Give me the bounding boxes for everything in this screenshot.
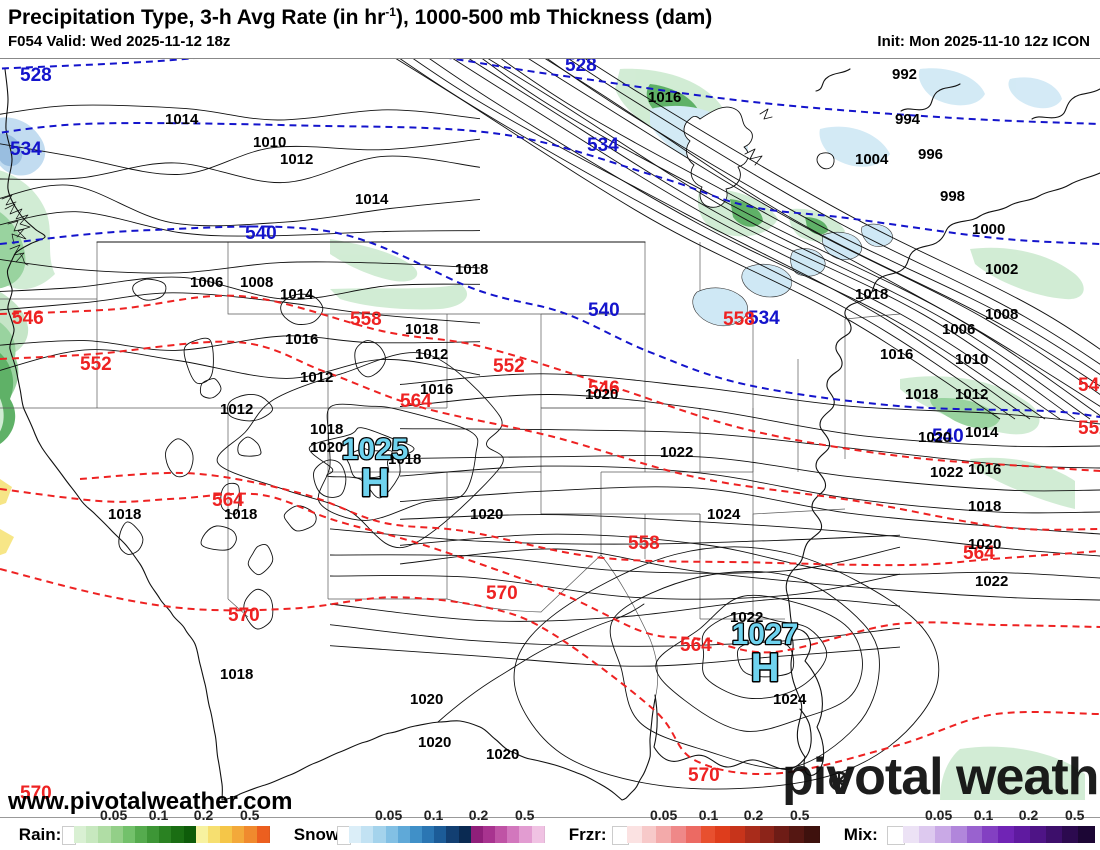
svg-text:1020: 1020 <box>470 506 503 523</box>
svg-text:998: 998 <box>940 188 965 205</box>
svg-text:1016: 1016 <box>285 331 318 348</box>
svg-text:1016: 1016 <box>880 346 913 363</box>
svg-text:1018: 1018 <box>108 506 141 523</box>
svg-text:564: 564 <box>680 635 712 656</box>
svg-text:1018: 1018 <box>455 261 488 278</box>
svg-text:558: 558 <box>350 309 382 330</box>
svg-text:1012: 1012 <box>280 151 313 168</box>
svg-text:1012: 1012 <box>220 401 253 418</box>
svg-text:1020: 1020 <box>310 439 343 456</box>
svg-text:1020: 1020 <box>486 746 519 763</box>
svg-text:528: 528 <box>565 59 597 76</box>
svg-text:1018: 1018 <box>310 421 343 438</box>
svg-text:994: 994 <box>895 111 921 128</box>
svg-text:1014: 1014 <box>280 286 314 303</box>
svg-text:1020: 1020 <box>585 386 618 403</box>
svg-text:1018: 1018 <box>968 498 1001 515</box>
svg-text:558: 558 <box>723 309 755 330</box>
svg-text:pivotal weather: pivotal weather <box>782 748 1100 806</box>
svg-text:1020: 1020 <box>418 734 451 751</box>
svg-text:1008: 1008 <box>985 306 1018 323</box>
svg-text:540: 540 <box>588 300 620 321</box>
svg-text:552: 552 <box>80 354 112 375</box>
svg-text:1024: 1024 <box>707 506 741 523</box>
svg-text:1022: 1022 <box>660 444 693 461</box>
svg-text:534: 534 <box>587 135 619 156</box>
svg-text:1016: 1016 <box>968 461 1001 478</box>
svg-text:558: 558 <box>628 533 660 554</box>
svg-text:1014: 1014 <box>165 111 199 128</box>
svg-text:1012: 1012 <box>300 369 333 386</box>
svg-text:534: 534 <box>10 139 42 160</box>
svg-text:1020: 1020 <box>918 429 951 446</box>
svg-text:996: 996 <box>918 146 943 163</box>
svg-text:1016: 1016 <box>648 89 681 106</box>
svg-text:1024: 1024 <box>773 691 807 708</box>
svg-text:1016: 1016 <box>420 381 453 398</box>
svg-text:1020: 1020 <box>410 691 443 708</box>
svg-text:1012: 1012 <box>415 346 448 363</box>
svg-text:1018: 1018 <box>220 666 253 683</box>
svg-text:1004: 1004 <box>855 151 889 168</box>
svg-text:546: 546 <box>1078 375 1100 396</box>
svg-text:1006: 1006 <box>190 274 223 291</box>
svg-text:1018: 1018 <box>224 506 257 523</box>
svg-text:570: 570 <box>688 765 720 786</box>
svg-text:1020: 1020 <box>968 536 1001 553</box>
svg-text:992: 992 <box>892 66 917 83</box>
svg-text:1018: 1018 <box>405 321 438 338</box>
svg-text:1022: 1022 <box>975 573 1008 590</box>
svg-text:1006: 1006 <box>942 321 975 338</box>
svg-text:570: 570 <box>228 605 260 626</box>
svg-text:1010: 1010 <box>253 134 286 151</box>
svg-text:1008: 1008 <box>240 274 273 291</box>
svg-text:1000: 1000 <box>972 221 1005 238</box>
svg-text:546: 546 <box>12 308 44 329</box>
svg-text:1002: 1002 <box>985 261 1018 278</box>
svg-text:1018: 1018 <box>855 286 888 303</box>
svg-text:552: 552 <box>1078 418 1100 439</box>
svg-text:1014: 1014 <box>965 424 999 441</box>
svg-text:1022: 1022 <box>930 464 963 481</box>
svg-text:1010: 1010 <box>955 351 988 368</box>
svg-text:570: 570 <box>486 583 518 604</box>
svg-text:1014: 1014 <box>355 191 389 208</box>
svg-text:540: 540 <box>245 223 277 244</box>
svg-text:1012: 1012 <box>955 386 988 403</box>
svg-text:528: 528 <box>20 65 52 86</box>
svg-text:1018: 1018 <box>905 386 938 403</box>
svg-text:552: 552 <box>493 356 525 377</box>
